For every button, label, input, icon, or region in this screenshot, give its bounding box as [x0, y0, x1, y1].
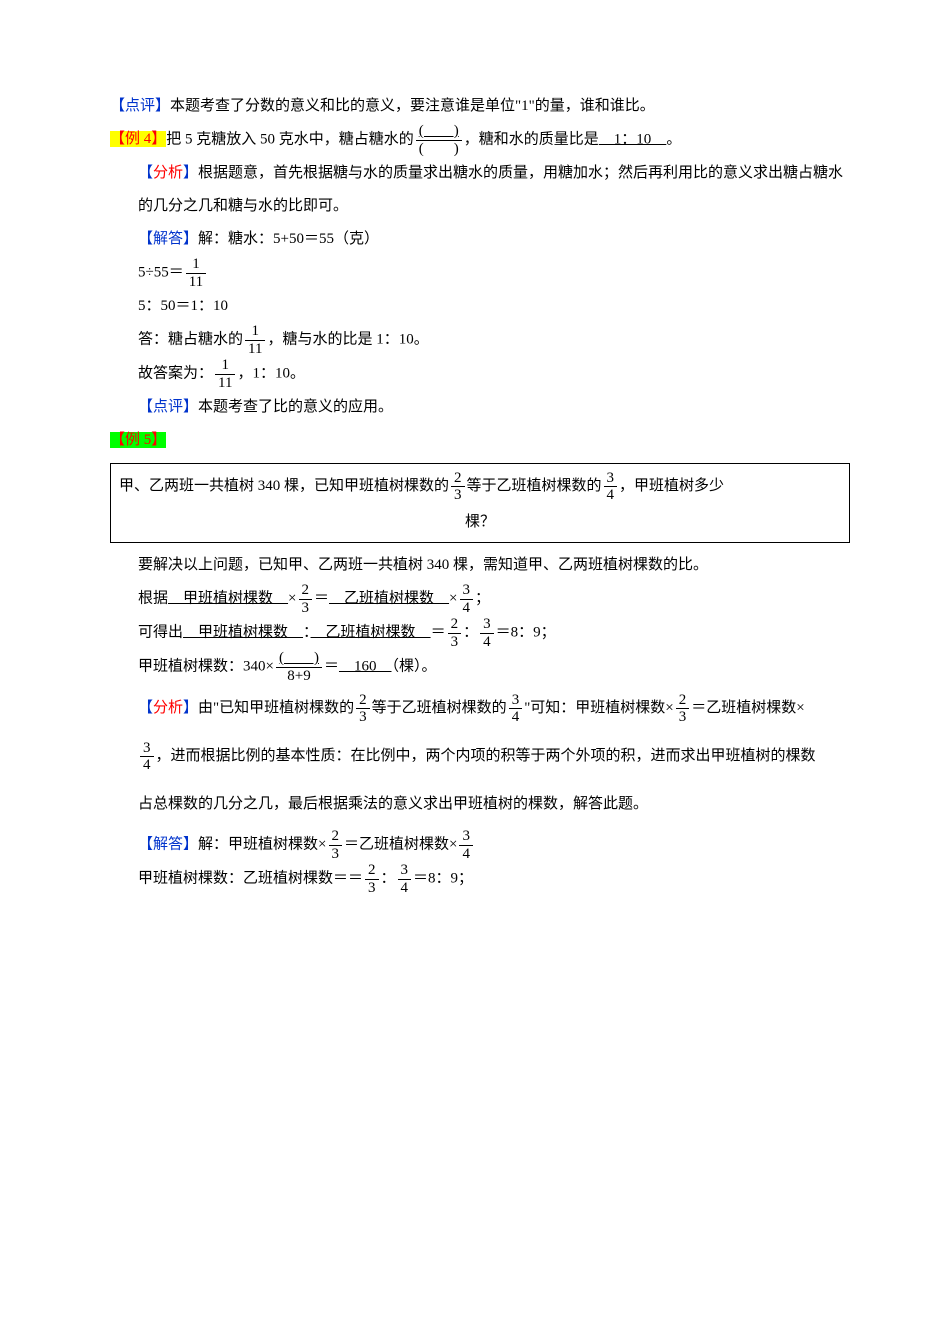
- solve-4: 答：糖占糖水的111，糖与水的比是 1：10。: [110, 323, 850, 357]
- box-line-1: 甲、乙两班一共植树 340 棵，已知甲班植树棵数的23等于乙班植树棵数的34，甲…: [119, 468, 841, 504]
- ex4-mid: ，糖和水的质量比是: [464, 131, 599, 147]
- frac-2-3-s7: 23: [365, 862, 379, 896]
- label-comment-2: 【点评】: [138, 399, 198, 415]
- q3: 可得出 甲班植树棵数 ： 乙班植树棵数 ＝23：34＝8：9；: [110, 616, 850, 650]
- comment-1: 【点评】本题考查了分数的意义和比的意义，要注意谁是单位"1"的量，谁和谁比。: [110, 90, 850, 123]
- frac-3-4-s7: 34: [398, 862, 412, 896]
- frac-3-4-s6: 34: [459, 828, 473, 862]
- label-example-5: 【例 5】: [110, 432, 166, 448]
- s5-tail: ，1：10。: [237, 365, 305, 381]
- box-line-2: 棵？: [119, 504, 841, 540]
- frac-1-11-b: 111: [245, 323, 265, 357]
- frac-2-3-a2b: 23: [676, 692, 690, 726]
- solve-7: 甲班植树棵数：乙班植树棵数＝＝23：34＝8：9；: [110, 862, 850, 896]
- label-comment: 【点评】: [110, 98, 170, 114]
- example-4-line: 【例 4】把 5 克糖放入 50 克水中，糖占糖水的( )( )，糖和水的质量比…: [110, 123, 850, 157]
- q1: 要解决以上问题，已知甲、乙两班一共植树 340 棵，需知道甲、乙两班植树棵数的比…: [110, 549, 850, 582]
- frac-2-3-s6: 23: [329, 828, 343, 862]
- solve-6: 【解答】解：甲班植树棵数×23＝乙班植树棵数×34: [110, 828, 850, 862]
- label-example-4: 【例 4】: [110, 131, 166, 147]
- analysis-1: 【分析】根据题意，首先根据糖与水的质量求出糖水的质量，用糖加水；然后再利用比的意…: [110, 157, 850, 223]
- s3-text: 5：50＝1：10: [138, 298, 228, 314]
- s5-pre: 故答案为：: [138, 365, 213, 381]
- s4-pre: 答：糖占糖水的: [138, 331, 243, 347]
- frac-2-3-q2: 23: [299, 582, 313, 616]
- solve-2: 5÷55＝111: [110, 256, 850, 290]
- solve-5: 故答案为：111，1：10。: [110, 357, 850, 391]
- q4: 甲班植树棵数：340×( )8+9＝ 160 （棵）。: [110, 650, 850, 684]
- q2: 根据 甲班植树棵数 ×23＝ 乙班植树棵数 ×34；: [110, 582, 850, 616]
- blank-fraction: ( )( ): [416, 123, 462, 157]
- s4-mid: ，糖与水的比是 1：10。: [267, 331, 428, 347]
- label-analysis-2: 【分析】: [138, 700, 198, 716]
- frac-3-4-q3: 34: [480, 616, 494, 650]
- label-analysis: 【分析】: [138, 165, 198, 181]
- q4-answer: 160: [339, 658, 392, 674]
- q2-blank2: 乙班植树棵数: [329, 590, 449, 606]
- analysis-2: 【分析】由"已知甲班植树棵数的23等于乙班植树棵数的34"可知：甲班植树棵数×2…: [110, 684, 850, 828]
- solve-1-text: 解：糖水：5+50＝55（克）: [198, 231, 379, 247]
- q3-blank1: 甲班植树棵数: [183, 624, 303, 640]
- ex4-tail: 。: [666, 131, 681, 147]
- solve-3: 5：50＝1：10: [110, 290, 850, 323]
- ex4-pre: 把 5 克糖放入 50 克水中，糖占糖水的: [166, 131, 414, 147]
- label-solve: 【解答】: [138, 231, 198, 247]
- solve-1: 【解答】解：糖水：5+50＝55（克）: [110, 223, 850, 256]
- comment-1-text: 本题考查了分数的意义和比的意义，要注意谁是单位"1"的量，谁和谁比。: [170, 98, 655, 114]
- example-5-line: 【例 5】: [110, 424, 850, 457]
- frac-3-4-box: 34: [604, 470, 618, 504]
- ex4-answer: 1：10: [599, 131, 667, 147]
- frac-2-3-box: 23: [451, 470, 465, 504]
- frac-1-11-c: 111: [215, 357, 235, 391]
- comment-2-text: 本题考查了比的意义的应用。: [198, 399, 393, 415]
- frac-2-3-a2a: 23: [356, 692, 370, 726]
- s2-pre: 5÷55＝: [138, 264, 184, 280]
- problem-box: 甲、乙两班一共植树 340 棵，已知甲班植树棵数的23等于乙班植树棵数的34，甲…: [110, 463, 850, 543]
- label-solve-2: 【解答】: [138, 836, 198, 852]
- frac-2-3-q3: 23: [448, 616, 462, 650]
- frac-3-4-q2: 34: [460, 582, 474, 616]
- frac-1-11-a: 111: [186, 256, 206, 290]
- analysis-1-text: 根据题意，首先根据糖与水的质量求出糖水的质量，用糖加水；然后再利用比的意义求出糖…: [138, 165, 843, 214]
- q2-blank1: 甲班植树棵数: [168, 590, 288, 606]
- frac-blank-8p9: ( )8+9: [276, 650, 322, 684]
- q3-blank2: 乙班植树棵数: [311, 624, 431, 640]
- page: 【点评】本题考查了分数的意义和比的意义，要注意谁是单位"1"的量，谁和谁比。 【…: [0, 0, 950, 1344]
- comment-2: 【点评】本题考查了比的意义的应用。: [110, 391, 850, 424]
- q1-text: 要解决以上问题，已知甲、乙两班一共植树 340 棵，需知道甲、乙两班植树棵数的比…: [138, 557, 708, 573]
- frac-3-4-a2b: 34: [140, 740, 154, 774]
- frac-3-4-a2a: 34: [509, 692, 523, 726]
